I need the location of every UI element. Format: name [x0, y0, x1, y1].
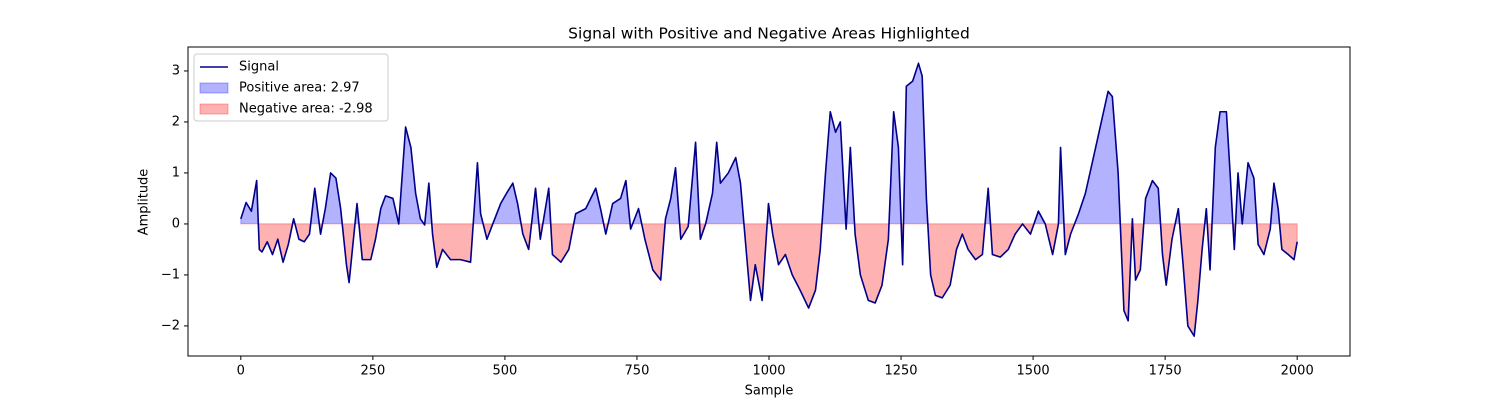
- x-tick-label: 1250: [884, 364, 917, 379]
- x-axis-label: Sample: [745, 384, 794, 399]
- y-tick-label: −2: [161, 318, 180, 333]
- y-tick-label: 0: [172, 216, 180, 231]
- legend-swatch: [199, 82, 229, 94]
- x-tick-label: 250: [360, 364, 385, 379]
- chart-title: Signal with Positive and Negative Areas …: [568, 25, 970, 43]
- x-tick-label: 2000: [1281, 364, 1314, 379]
- legend-label: Positive area: 2.97: [239, 81, 360, 96]
- y-tick-label: 3: [172, 63, 180, 78]
- legend-label: Signal: [239, 60, 279, 75]
- x-tick-label: 1000: [752, 364, 785, 379]
- area-fill: [240, 223, 1298, 338]
- legend-box: [193, 53, 389, 122]
- legend-swatch: [199, 103, 229, 115]
- y-tick-label: 1: [172, 165, 180, 180]
- y-tick-label: 2: [172, 114, 180, 129]
- x-tick-label: 750: [625, 364, 650, 379]
- x-tick-label: 1500: [1017, 364, 1050, 379]
- x-tick-label: 1750: [1149, 364, 1182, 379]
- x-tick-label: 500: [492, 364, 517, 379]
- x-tick-label: 0: [237, 364, 245, 379]
- y-tick-label: −1: [161, 267, 180, 282]
- legend-label: Negative area: -2.98: [239, 102, 373, 117]
- area-fill: [240, 61, 1298, 224]
- y-axis-label: Amplitude: [137, 169, 152, 236]
- signal-line: [240, 62, 1298, 337]
